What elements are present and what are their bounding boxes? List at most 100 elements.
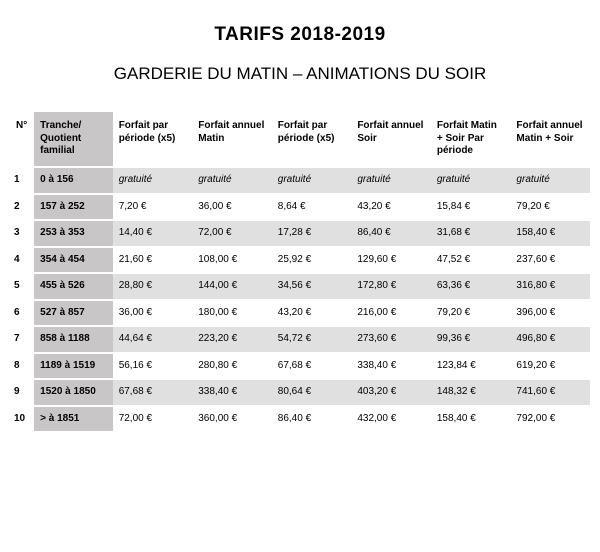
row-value: 43,20 €: [272, 301, 352, 326]
row-value: 43,20 €: [351, 195, 431, 220]
row-value: gratuité: [510, 168, 590, 193]
row-value: 148,32 €: [431, 380, 511, 405]
row-value: 72,00 €: [192, 221, 272, 246]
row-tranche: 354 à 454: [34, 248, 113, 273]
row-value: 86,40 €: [272, 407, 352, 432]
row-value: 496,80 €: [510, 327, 590, 352]
row-number: 1: [10, 168, 34, 193]
row-value: 180,00 €: [192, 301, 272, 326]
row-value: 338,40 €: [351, 354, 431, 379]
row-value: 86,40 €: [351, 221, 431, 246]
table-row: 7858 à 118844,64 €223,20 €54,72 €273,60 …: [10, 327, 590, 352]
row-value: 44,64 €: [113, 327, 193, 352]
row-value: 99,36 €: [431, 327, 511, 352]
row-number: 4: [10, 248, 34, 273]
row-value: 172,80 €: [351, 274, 431, 299]
row-value: 34,56 €: [272, 274, 352, 299]
row-value: 619,20 €: [510, 354, 590, 379]
row-value: 36,00 €: [113, 301, 193, 326]
row-number: 7: [10, 327, 34, 352]
row-tranche: 1189 à 1519: [34, 354, 113, 379]
tariff-document: TARIFS 2018-2019 GARDERIE DU MATIN – ANI…: [0, 0, 600, 441]
row-value: 47,52 €: [431, 248, 511, 273]
row-value: 129,60 €: [351, 248, 431, 273]
row-value: 25,92 €: [272, 248, 352, 273]
col-forfait-ms-periode: Forfait Matin + Soir Par période: [431, 112, 511, 166]
col-tranche: Tranche/ Quotient familial: [34, 112, 113, 166]
row-value: 396,00 €: [510, 301, 590, 326]
row-tranche: 858 à 1188: [34, 327, 113, 352]
row-value: 792,00 €: [510, 407, 590, 432]
row-tranche: 455 à 526: [34, 274, 113, 299]
row-value: gratuité: [431, 168, 511, 193]
row-number: 6: [10, 301, 34, 326]
row-tranche: 527 à 857: [34, 301, 113, 326]
table-header-row: N° Tranche/ Quotient familial Forfait pa…: [10, 112, 590, 166]
table-body: 10 à 156gratuitégratuitégratuitégratuité…: [10, 166, 590, 431]
row-number: 10: [10, 407, 34, 432]
table-row: 81189 à 151956,16 €280,80 €67,68 €338,40…: [10, 354, 590, 379]
row-value: 80,64 €: [272, 380, 352, 405]
row-value: 21,60 €: [113, 248, 193, 273]
row-value: 63,36 €: [431, 274, 511, 299]
table-row: 10 à 156gratuitégratuitégratuitégratuité…: [10, 168, 590, 193]
row-tranche: 157 à 252: [34, 195, 113, 220]
row-value: 273,60 €: [351, 327, 431, 352]
row-value: 72,00 €: [113, 407, 193, 432]
row-value: gratuité: [272, 168, 352, 193]
row-value: 338,40 €: [192, 380, 272, 405]
tariff-table: N° Tranche/ Quotient familial Forfait pa…: [10, 112, 590, 431]
row-tranche: 0 à 156: [34, 168, 113, 193]
row-value: 123,84 €: [431, 354, 511, 379]
row-tranche: 253 à 353: [34, 221, 113, 246]
table-row: 4354 à 45421,60 €108,00 €25,92 €129,60 €…: [10, 248, 590, 273]
row-value: gratuité: [351, 168, 431, 193]
row-value: 36,00 €: [192, 195, 272, 220]
row-value: 28,80 €: [113, 274, 193, 299]
col-forfait-periode-matin: Forfait par période (x5): [113, 112, 193, 166]
row-value: 79,20 €: [431, 301, 511, 326]
table-row: 6527 à 85736,00 €180,00 €43,20 €216,00 €…: [10, 301, 590, 326]
row-number: 8: [10, 354, 34, 379]
row-number: 3: [10, 221, 34, 246]
row-value: 216,00 €: [351, 301, 431, 326]
row-value: 108,00 €: [192, 248, 272, 273]
row-value: 54,72 €: [272, 327, 352, 352]
row-number: 2: [10, 195, 34, 220]
col-forfait-annuel-matin: Forfait annuel Matin: [192, 112, 272, 166]
row-value: 144,00 €: [192, 274, 272, 299]
row-value: 280,80 €: [192, 354, 272, 379]
row-value: 237,60 €: [510, 248, 590, 273]
row-value: 158,40 €: [510, 221, 590, 246]
row-value: 741,60 €: [510, 380, 590, 405]
table-row: 2157 à 2527,20 €36,00 €8,64 €43,20 €15,8…: [10, 195, 590, 220]
row-value: 316,80 €: [510, 274, 590, 299]
row-value: 67,68 €: [272, 354, 352, 379]
table-row: 10> à 185172,00 €360,00 €86,40 €432,00 €…: [10, 407, 590, 432]
row-value: 79,20 €: [510, 195, 590, 220]
col-forfait-periode-soir: Forfait par période (x5): [272, 112, 352, 166]
col-forfait-ms-annuel: Forfait annuel Matin + Soir: [510, 112, 590, 166]
row-value: 403,20 €: [351, 380, 431, 405]
row-value: gratuité: [113, 168, 193, 193]
row-value: 31,68 €: [431, 221, 511, 246]
col-num: N°: [10, 112, 34, 166]
row-value: 7,20 €: [113, 195, 193, 220]
table-row: 91520 à 185067,68 €338,40 €80,64 €403,20…: [10, 380, 590, 405]
table-row: 3253 à 35314,40 €72,00 €17,28 €86,40 €31…: [10, 221, 590, 246]
col-forfait-annuel-soir: Forfait annuel Soir: [351, 112, 431, 166]
row-value: 223,20 €: [192, 327, 272, 352]
row-number: 5: [10, 274, 34, 299]
row-tranche: > à 1851: [34, 407, 113, 432]
page-title: TARIFS 2018-2019: [10, 24, 590, 46]
row-value: 14,40 €: [113, 221, 193, 246]
row-value: gratuité: [192, 168, 272, 193]
row-value: 17,28 €: [272, 221, 352, 246]
table-row: 5455 à 52628,80 €144,00 €34,56 €172,80 €…: [10, 274, 590, 299]
row-tranche: 1520 à 1850: [34, 380, 113, 405]
row-value: 158,40 €: [431, 407, 511, 432]
row-value: 56,16 €: [113, 354, 193, 379]
row-number: 9: [10, 380, 34, 405]
row-value: 360,00 €: [192, 407, 272, 432]
row-value: 67,68 €: [113, 380, 193, 405]
